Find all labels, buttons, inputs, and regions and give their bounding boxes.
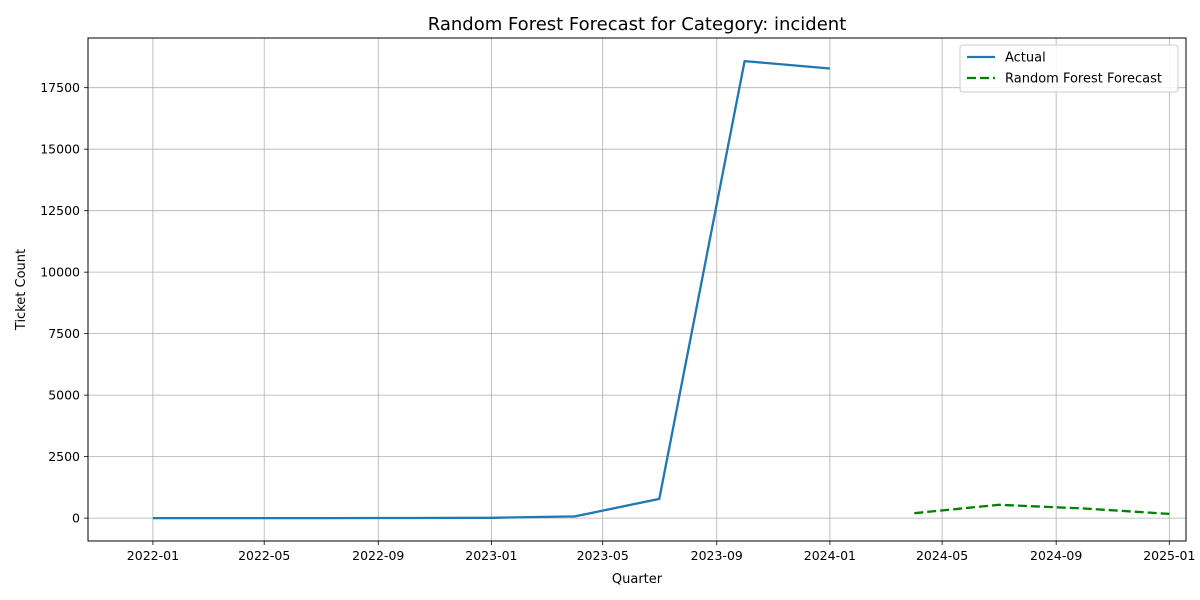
y-axis-label: Ticket Count: [14, 249, 29, 331]
y-tick-label: 17500: [40, 80, 80, 95]
x-tick-label: 2023-01: [465, 548, 517, 563]
legend-label: Random Forest Forecast: [1005, 72, 1162, 87]
legend-box: [959, 44, 1179, 93]
series-line-actual: [152, 59, 830, 520]
legend: Actual Random Forest Forecast: [959, 44, 1179, 93]
x-tick-label: 2024-01: [804, 548, 856, 563]
x-tick-label: 2023-05: [577, 548, 629, 563]
y-axis-ticks: 0 2500 5000 7500 10000 12500 15000 17500: [40, 80, 88, 526]
series-lines: [152, 59, 1170, 520]
x-tick-label: 2022-05: [238, 548, 290, 563]
y-tick-label: 15000: [40, 142, 80, 157]
x-axis-label: Quarter: [612, 572, 663, 587]
x-tick-label: 2022-01: [127, 548, 179, 563]
x-tick-label: 2025-01: [1143, 548, 1195, 563]
chart-title: Random Forest Forecast for Category: inc…: [428, 14, 847, 35]
y-tick-label: 5000: [48, 388, 80, 403]
y-tick-label: 10000: [40, 265, 80, 280]
x-tick-label: 2024-05: [916, 548, 968, 563]
y-tick-label: 2500: [48, 449, 80, 464]
plot-frame: [87, 37, 1187, 542]
y-tick-label: 12500: [40, 203, 80, 218]
x-tick-label: 2023-09: [691, 548, 743, 563]
grid-lines: [88, 38, 1186, 541]
x-tick-label: 2022-09: [352, 548, 404, 563]
legend-label: Actual: [1005, 51, 1046, 66]
y-tick-label: 7500: [48, 326, 80, 341]
x-axis-ticks: 2022-01 2022-05 2022-09 2023-01 2023-05 2023-…: [127, 541, 1195, 563]
series-line-forecast: [914, 503, 1170, 516]
x-tick-label: 2024-09: [1030, 548, 1082, 563]
y-tick-label: 0: [72, 511, 80, 526]
